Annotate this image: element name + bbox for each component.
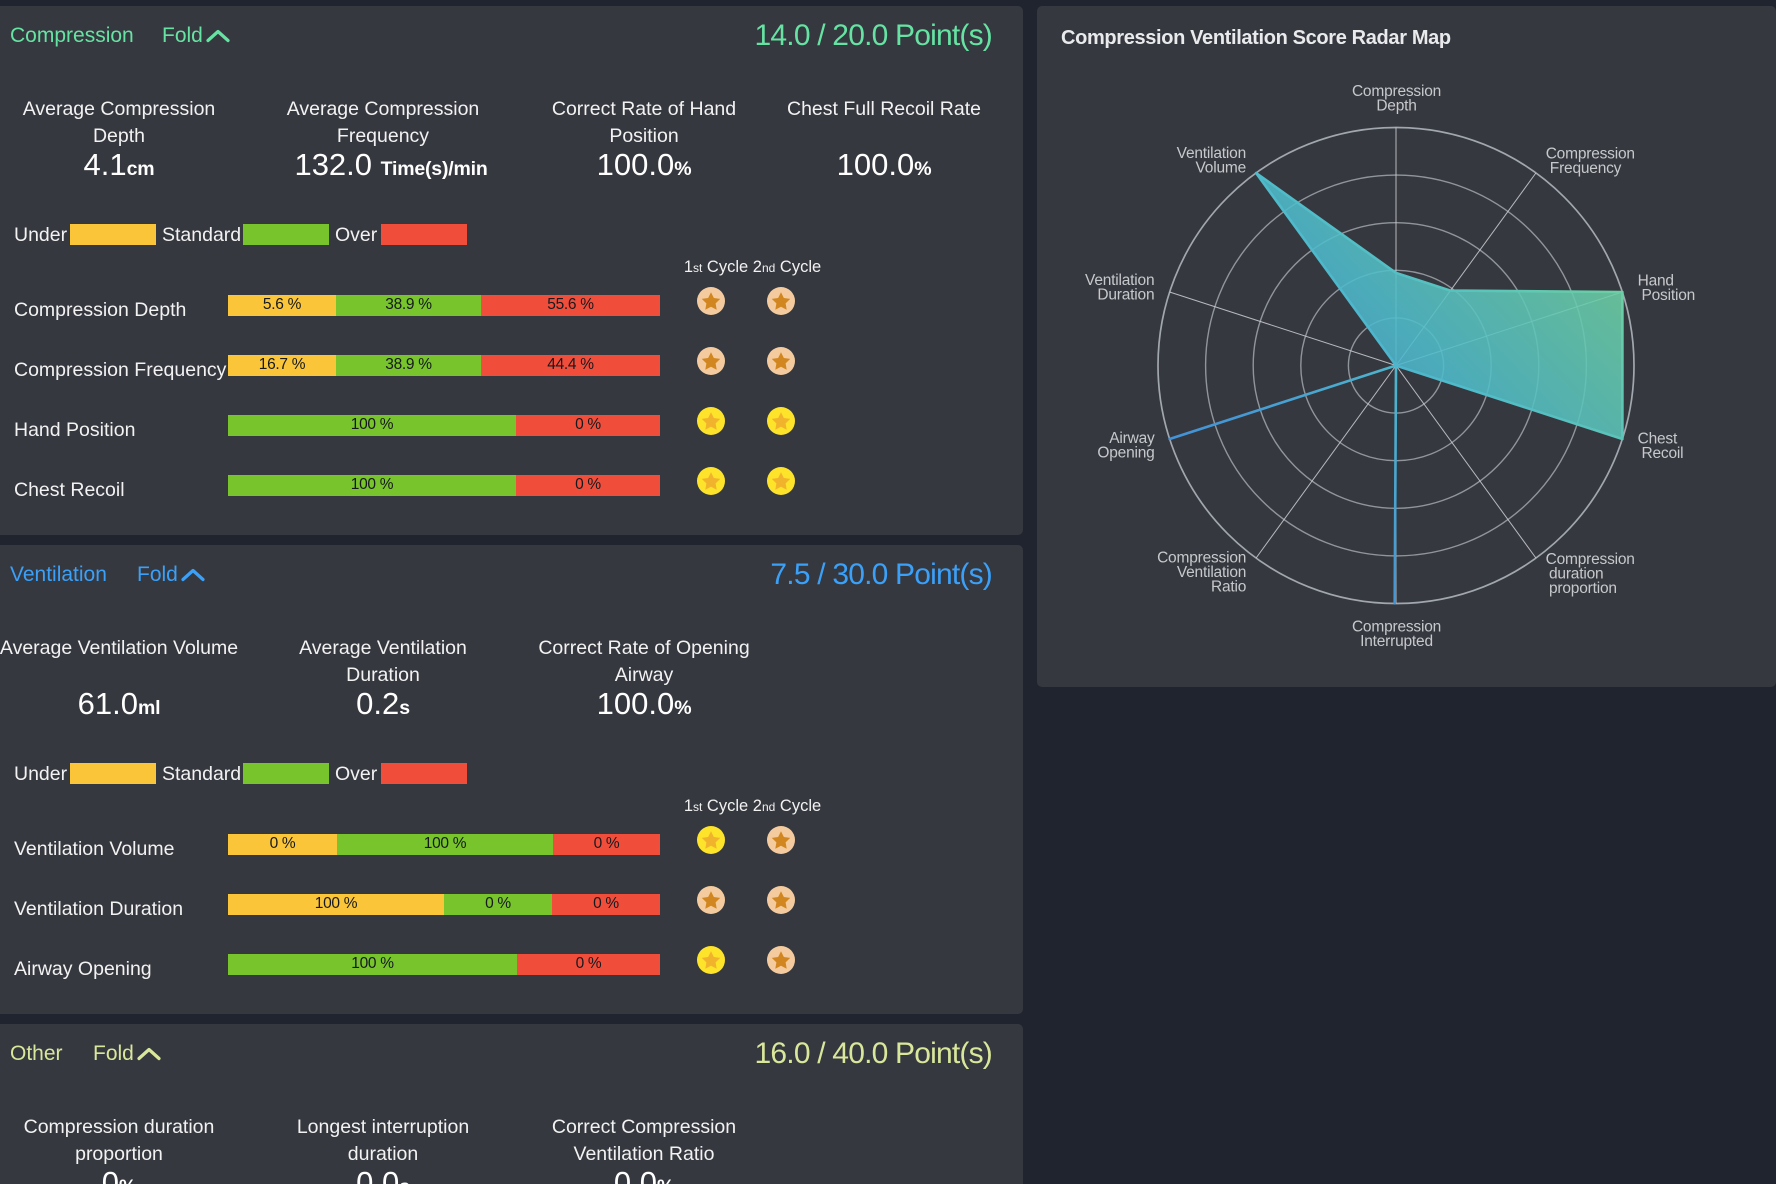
svg-text:CompressionInterrupted: Compression Interrupted: [1352, 618, 1441, 650]
svg-text:AirwayOpening: Airway Opening: [1097, 430, 1155, 462]
svg-text:ChestRecoil: Chest Recoil: [1638, 431, 1684, 463]
svg-text:Compressiondurationproportion: Compression duration proportion: [1546, 551, 1635, 597]
svg-text:VentilationDuration: Ventilation Duration: [1085, 272, 1154, 304]
svg-text:VentilationVolume: Ventilation Volume: [1177, 145, 1246, 177]
svg-text:CompressionFrequency: Compression Frequency: [1546, 145, 1635, 177]
svg-text:CompressionVentilationRatio: Compression Ventilation Ratio: [1157, 550, 1246, 596]
svg-text:CompressionDepth: Compression Depth: [1352, 83, 1441, 115]
svg-text:HandPosition: Hand Position: [1638, 273, 1695, 305]
